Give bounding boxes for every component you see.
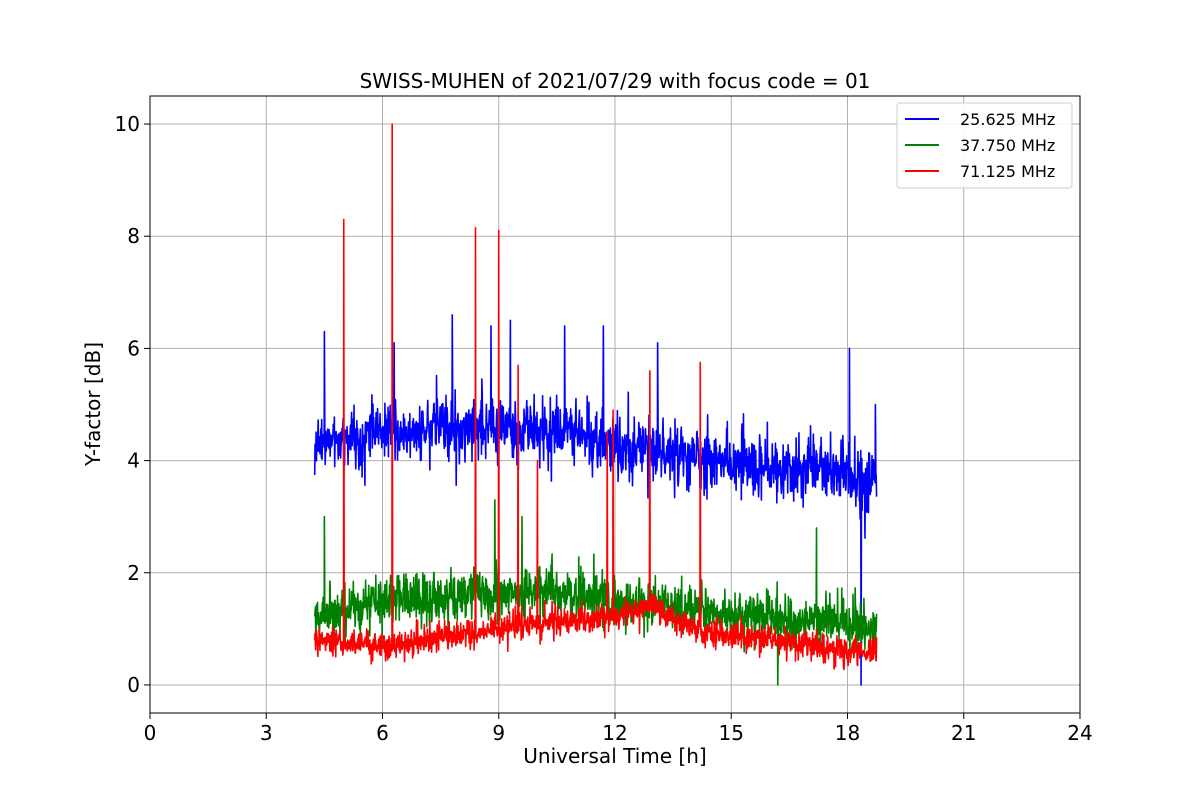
series-line-2 — [313, 499, 878, 686]
x-tick-label: 6 — [376, 721, 389, 745]
legend-label: 37.750 MHz — [960, 136, 1055, 155]
legend: 25.625 MHz 37.750 MHz 71.125 MHz — [896, 102, 1073, 189]
series-layer — [313, 123, 878, 686]
series-line-1 — [313, 313, 878, 686]
x-tick-label: 3 — [260, 721, 273, 745]
y-tick-label: 0 — [127, 673, 140, 697]
legend-label: 25.625 MHz — [960, 110, 1055, 129]
x-tick-label: 12 — [602, 721, 627, 745]
x-tick-label: 9 — [492, 721, 505, 745]
y-tick-label: 2 — [127, 561, 140, 585]
x-tick-label: 24 — [1067, 721, 1092, 745]
chart-title: SWISS-MUHEN of 2021/07/29 with focus cod… — [360, 69, 871, 93]
y-axis-label: Y-factor [dB] — [81, 342, 105, 467]
y-tick-label: 10 — [115, 112, 140, 136]
legend-label: 71.125 MHz — [960, 162, 1055, 181]
series-line-3 — [313, 123, 878, 671]
y-tick-label: 4 — [127, 449, 140, 473]
x-tick-label: 15 — [719, 721, 744, 745]
y-tick-label: 6 — [127, 336, 140, 360]
x-tick-label: 0 — [144, 721, 157, 745]
x-tick-label: 21 — [951, 721, 976, 745]
legend-box — [896, 102, 1073, 189]
x-axis-label: Universal Time [h] — [523, 744, 706, 768]
x-tick-label: 18 — [835, 721, 860, 745]
y-tick-label: 8 — [127, 224, 140, 248]
